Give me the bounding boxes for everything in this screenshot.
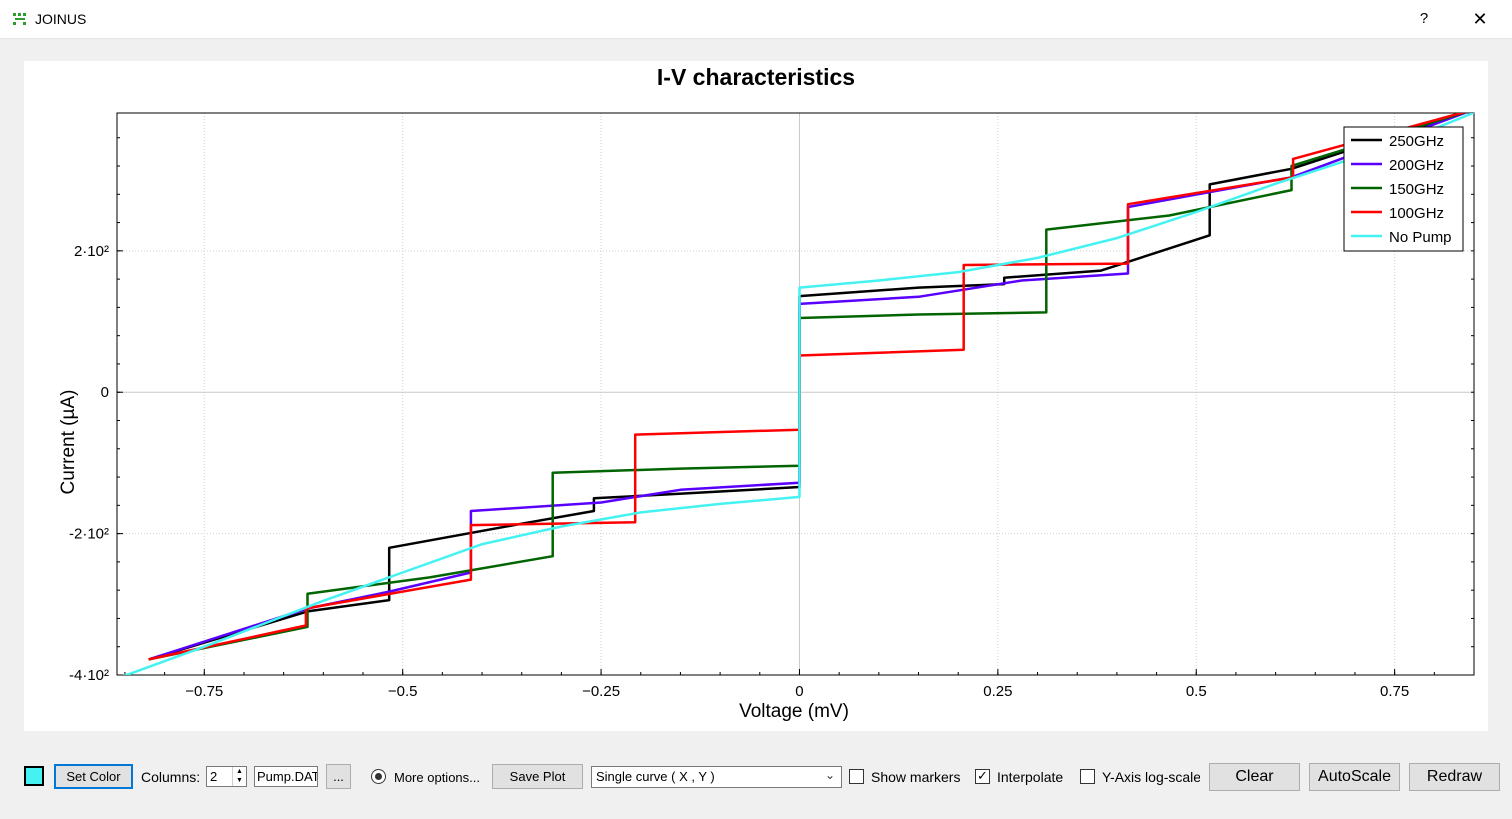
y-tick-label: -2·10² — [69, 526, 109, 543]
columns-value: 2 — [210, 769, 218, 784]
legend-label: 150GHz — [1389, 181, 1444, 198]
columns-spinbox[interactable]: 2 ▲ ▼ — [206, 766, 247, 787]
curve-mode-select[interactable]: Single curve ( X , Y ) ⌄ — [591, 766, 842, 788]
x-tick-label: −0.5 — [388, 683, 418, 700]
legend-label: No Pump — [1389, 229, 1452, 246]
x-tick-label: 0.75 — [1380, 683, 1409, 700]
browse-button[interactable]: ... — [326, 764, 351, 789]
x-tick-label: −0.25 — [582, 683, 620, 700]
curve-mode-value: Single curve ( X , Y ) — [596, 769, 715, 784]
x-tick-label: 0.25 — [983, 683, 1012, 700]
title-bar: JOINUS ? ✕ — [0, 0, 1512, 39]
show-markers-label[interactable]: Show markers — [871, 769, 961, 785]
checkmark-icon: ✓ — [977, 768, 988, 783]
more-options-radio[interactable] — [371, 769, 386, 784]
x-axis-label: Voltage (mV) — [739, 701, 849, 722]
interpolate-label[interactable]: Interpolate — [997, 769, 1064, 785]
series-line-no-pump — [122, 113, 1474, 675]
series-line-100ghz — [148, 113, 1466, 661]
set-color-button[interactable]: Set Color — [54, 764, 133, 789]
x-tick-label: 0 — [795, 683, 803, 700]
y-tick-label: 0 — [101, 384, 109, 401]
y-log-checkbox[interactable] — [1080, 769, 1095, 784]
redraw-button[interactable]: Redraw — [1409, 763, 1500, 791]
window-title: JOINUS — [35, 11, 87, 27]
app-icon — [13, 13, 26, 25]
color-swatch[interactable] — [24, 766, 44, 786]
columns-label: Columns: — [141, 769, 201, 785]
plot-area[interactable]: I-V characteristics Current (µA) Voltage… — [24, 61, 1488, 731]
help-button[interactable]: ? — [1419, 10, 1429, 27]
clear-button[interactable]: Clear — [1209, 763, 1300, 791]
y-tick-label: -4·10² — [69, 667, 109, 684]
legend-label: 100GHz — [1389, 205, 1444, 222]
legend-label: 250GHz — [1389, 133, 1444, 150]
show-markers-checkbox[interactable] — [849, 769, 864, 784]
y-tick-label: 2·10² — [74, 243, 109, 260]
x-tick-label: 0.5 — [1186, 683, 1207, 700]
more-options-label[interactable]: More options... — [394, 770, 480, 785]
chart-title: I-V characteristics — [656, 64, 856, 90]
file-name-field[interactable]: Pump.DAT — [254, 766, 318, 787]
spin-arrows-icon[interactable]: ▲ ▼ — [232, 767, 246, 786]
legend-label: 200GHz — [1389, 157, 1444, 174]
x-tick-label: −0.75 — [185, 683, 223, 700]
save-plot-button[interactable]: Save Plot — [492, 764, 583, 789]
chevron-down-icon: ⌄ — [824, 768, 835, 782]
interpolate-checkbox[interactable]: ✓ — [975, 769, 990, 784]
close-button[interactable]: ✕ — [1472, 9, 1488, 29]
chart-svg: −0.75 −0.5 −0.25 0 0.25 0.5 0.75 -4·10² -2·10² 0 2… — [69, 112, 1475, 700]
series-line-200ghz — [148, 113, 1469, 661]
autoscale-button[interactable]: AutoScale — [1309, 763, 1400, 791]
series-line-250ghz — [148, 113, 1468, 661]
plot-frame — [116, 112, 1475, 676]
y-log-label[interactable]: Y-Axis log-scale — [1102, 769, 1200, 785]
series-line-150ghz — [148, 113, 1467, 661]
